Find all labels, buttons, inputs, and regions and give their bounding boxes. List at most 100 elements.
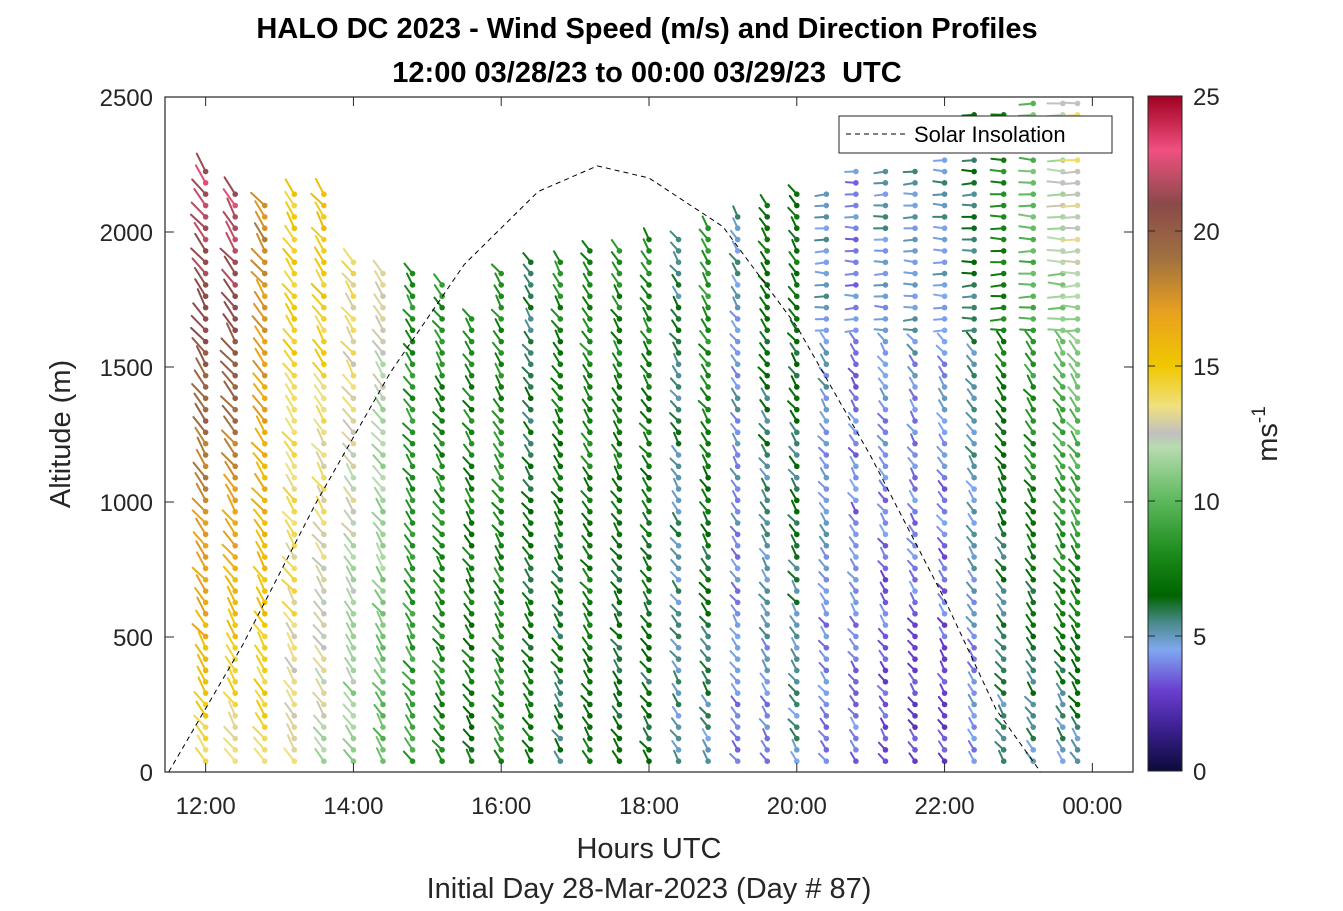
wind-barb-dot <box>380 463 386 470</box>
wind-barb-dot <box>764 338 771 345</box>
wind-barb-dot <box>616 713 623 719</box>
wind-barb-dot <box>1000 248 1007 254</box>
wind-barb-dot <box>616 542 623 549</box>
wind-barb-dot <box>527 293 534 300</box>
wind-barb-dot <box>557 610 564 617</box>
wind-barb-dot <box>1074 429 1081 436</box>
wind-barb-dot <box>882 520 889 526</box>
wind-barb-dot <box>291 248 298 254</box>
wind-barb-dot <box>380 406 386 413</box>
wind-barb-dot <box>764 327 771 334</box>
wind-barb-dot <box>321 270 327 277</box>
wind-barb-dot <box>646 384 652 390</box>
wind-barb-dot <box>853 588 859 594</box>
wind-barb-dot <box>291 667 298 674</box>
wind-barb-dot <box>912 327 918 334</box>
wind-barb-dot <box>380 701 386 708</box>
wind-barb-dot <box>439 452 445 458</box>
chart-title: HALO DC 2023 - Wind Speed (m/s) and Dire… <box>256 13 1037 45</box>
wind-barb-dot <box>646 701 652 708</box>
wind-barb-dot <box>971 667 977 674</box>
wind-barb-dot <box>971 520 977 526</box>
wind-barb-dot <box>202 758 209 764</box>
wind-barb-dot <box>1074 520 1081 526</box>
wind-barb-shaft <box>192 461 207 479</box>
wind-barb-dot <box>557 667 564 674</box>
wind-barb-dot <box>882 588 889 594</box>
wind-barb-dot <box>882 747 889 753</box>
wind-barb-dot <box>1030 100 1037 107</box>
wind-barb-dot <box>1000 270 1007 277</box>
wind-barb-dot <box>557 474 564 481</box>
wind-barb-dot <box>291 304 298 311</box>
wind-barb-dot <box>823 497 830 504</box>
wind-barb-dot <box>823 270 830 277</box>
wind-barb-shaft <box>196 288 207 309</box>
wind-barb-shaft <box>310 192 325 207</box>
wind-barb-shaft <box>224 518 237 536</box>
wind-barb-dot <box>498 679 505 685</box>
wind-barb-dot <box>971 701 977 708</box>
wind-barb-dot <box>646 735 652 742</box>
wind-barb-dot <box>705 679 711 685</box>
wind-barb-dot <box>882 701 889 708</box>
wind-barb-dot <box>557 304 564 311</box>
wind-barb-dot <box>734 327 741 334</box>
wind-barb-dot <box>1060 497 1066 504</box>
wind-barb-dot <box>587 304 593 311</box>
wind-barb-dot <box>823 248 830 254</box>
wind-barb-dot <box>616 248 623 254</box>
wind-barb-dot <box>439 486 445 492</box>
wind-barb-shaft <box>195 609 207 627</box>
wind-barb-dot <box>646 248 652 254</box>
wind-barb-dot <box>882 282 889 288</box>
wind-barb-dot <box>468 463 475 470</box>
wind-barb-dot <box>202 554 209 560</box>
wind-barb-shaft <box>223 278 237 298</box>
wind-barb-dot <box>1000 474 1007 481</box>
wind-barb-dot <box>557 361 564 368</box>
wind-barb-dot <box>1060 735 1066 742</box>
wind-barb-dot <box>1030 384 1037 390</box>
wind-barb-dot <box>882 440 889 447</box>
wind-barb-dot <box>587 724 593 730</box>
wind-barb-dot <box>675 338 682 345</box>
wind-barb-dot <box>557 463 564 470</box>
wind-barb-dot <box>261 350 268 356</box>
wind-barb-dot <box>1000 679 1007 685</box>
wind-barb-dot <box>291 429 298 436</box>
wind-barb-shaft <box>191 257 207 275</box>
wind-barb-shaft <box>193 188 207 207</box>
wind-barb-shaft <box>190 247 207 264</box>
wind-barb-dot <box>261 327 268 334</box>
wind-barb-shaft <box>314 177 325 196</box>
wind-barb-dot <box>527 758 534 764</box>
wind-barb-shaft <box>250 271 266 286</box>
wind-barb-dot <box>971 259 977 266</box>
wind-barb-dot <box>823 701 830 708</box>
wind-barb-dot <box>646 316 652 322</box>
wind-barb-dot <box>705 497 711 504</box>
wind-barb-shaft <box>194 643 207 661</box>
wind-barb-shaft <box>310 283 325 298</box>
wind-barb-dot <box>675 531 682 538</box>
wind-barb-dot <box>853 191 859 197</box>
wind-barb-dot <box>734 610 741 617</box>
wind-barb-dot <box>1030 463 1037 470</box>
wind-barb-dot <box>409 724 416 730</box>
wind-barb-dot <box>439 429 445 436</box>
wind-barb-dot <box>291 452 298 458</box>
wind-barb-dot <box>498 645 505 651</box>
wind-barb-dot <box>232 486 238 492</box>
wind-barb-dot <box>971 497 977 504</box>
wind-barb-dot <box>912 610 918 617</box>
wind-barb-dot <box>941 565 948 572</box>
wind-barb-dot <box>439 701 445 708</box>
wind-barb-dot <box>1000 508 1007 515</box>
wind-barb-shaft <box>286 211 296 230</box>
wind-barb-dot <box>468 735 475 742</box>
wind-barb-dot <box>439 474 445 481</box>
wind-barb-dot <box>941 724 948 730</box>
wind-barb-dot <box>232 418 238 424</box>
wind-barb-shaft <box>189 213 207 230</box>
